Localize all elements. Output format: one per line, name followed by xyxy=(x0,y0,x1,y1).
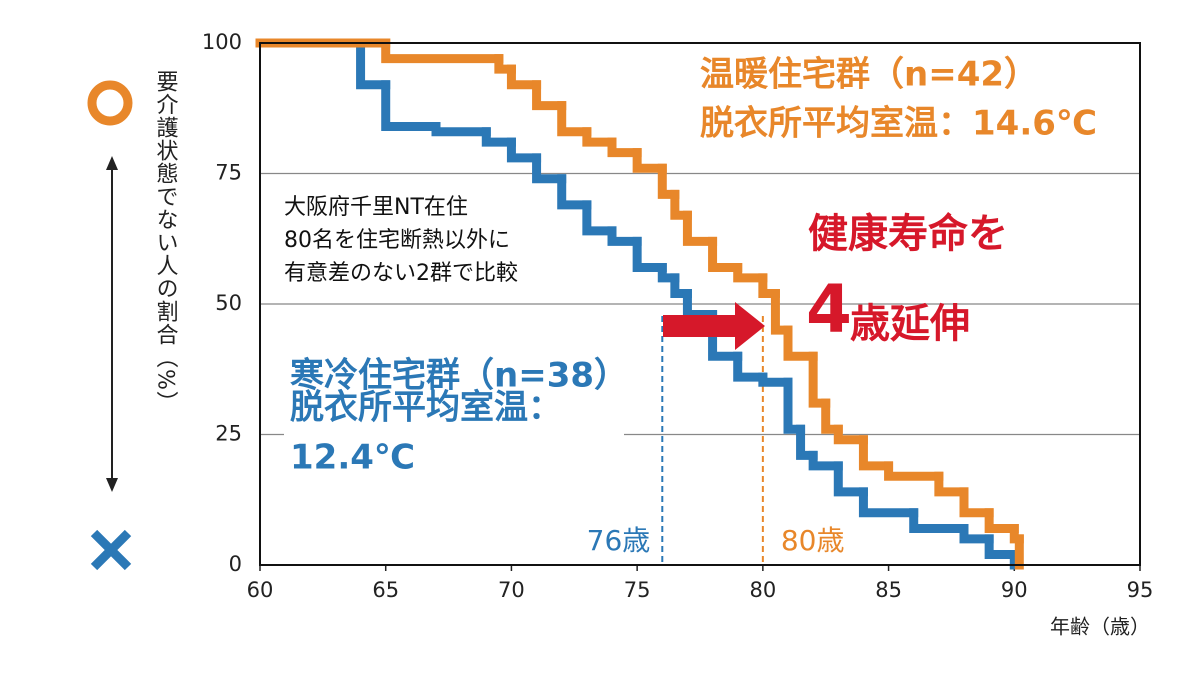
reference-label: 80歳 xyxy=(781,524,845,557)
reference-label: 76歳 xyxy=(587,524,651,557)
series-0 xyxy=(255,38,1019,570)
step-segment xyxy=(557,101,592,137)
x-tick-label: 65 xyxy=(372,578,399,602)
headline-number: 4 xyxy=(806,271,852,348)
step-segment xyxy=(632,148,667,173)
step-segment xyxy=(557,174,592,210)
series-detail: 脱衣所平均室温：14.6℃ xyxy=(700,104,1097,144)
step-segment xyxy=(381,38,504,64)
step-segment xyxy=(758,372,793,387)
step-segment xyxy=(959,523,994,544)
series-label: 温暖住宅群（n=42） xyxy=(700,55,1038,95)
plot-frame xyxy=(259,42,1141,566)
y-axis-label: 要介護状態でない人の割合（%） xyxy=(153,70,179,414)
step-segment xyxy=(356,38,391,90)
step-segment xyxy=(833,424,868,445)
step-segment xyxy=(808,450,843,471)
step-segment xyxy=(682,210,718,246)
x-tick-label: 90 xyxy=(1001,578,1028,602)
step-segment xyxy=(582,127,617,147)
step-segment xyxy=(770,289,793,335)
step-segment xyxy=(682,289,718,319)
x-tick-label: 70 xyxy=(498,578,525,602)
step-segment xyxy=(481,127,516,147)
x-tick-label: 95 xyxy=(1127,578,1154,602)
series-detail: 12.4℃ xyxy=(290,438,415,478)
step-segment xyxy=(532,80,567,111)
y-tick-label: 0 xyxy=(229,552,242,576)
note: 80名を住宅断熱以外に xyxy=(284,228,510,253)
step-segment xyxy=(984,508,1019,533)
label-background xyxy=(284,353,624,481)
step-segment xyxy=(381,80,441,132)
step-segment xyxy=(934,471,969,497)
step-segment xyxy=(532,153,567,184)
step-segment xyxy=(708,236,743,272)
x-tick-label: 85 xyxy=(875,578,902,602)
y-tick-label: 25 xyxy=(215,422,242,446)
series-detail: 脱衣所平均室温： xyxy=(290,388,562,428)
step-segment xyxy=(733,351,768,382)
step-segment xyxy=(783,377,806,434)
step-segment xyxy=(632,236,667,272)
step-segment xyxy=(884,461,944,481)
step-segment xyxy=(858,487,919,518)
plot-area xyxy=(255,38,1141,571)
step-segment xyxy=(506,64,542,90)
step-segment xyxy=(959,487,994,518)
shift-arrow xyxy=(663,302,765,350)
step-segment xyxy=(909,508,969,533)
step-segment xyxy=(833,461,868,497)
y-tick-label: 100 xyxy=(202,30,242,54)
y-tick-label: 75 xyxy=(215,161,242,185)
series-label: 寒冷住宅群（n=38） xyxy=(290,356,628,396)
x-axis-label: 年齢（歳） xyxy=(1050,615,1150,639)
bad-icon xyxy=(90,529,132,571)
step-segment xyxy=(607,226,642,246)
step-segment xyxy=(582,200,617,236)
x-tick-label: 80 xyxy=(749,578,776,602)
x-tick-label: 75 xyxy=(624,578,651,602)
note: 大阪府千里NT在住 xyxy=(284,195,468,220)
x-tick-label: 60 xyxy=(247,578,274,602)
step-segment xyxy=(431,122,491,137)
headline: 歳延伸 xyxy=(850,301,970,347)
step-segment xyxy=(808,351,831,408)
good-icon xyxy=(87,80,133,126)
step-segment xyxy=(607,137,642,158)
step-segment xyxy=(733,262,768,283)
headline: 健康寿命を xyxy=(808,211,1008,257)
label-background xyxy=(694,52,1114,130)
step-segment xyxy=(984,534,1019,560)
step-segment xyxy=(506,137,542,163)
step-segment xyxy=(858,435,894,471)
step-segment xyxy=(783,325,818,361)
note: 有意差のない2群で比較 xyxy=(284,261,518,286)
y-tick-label: 50 xyxy=(215,291,242,315)
